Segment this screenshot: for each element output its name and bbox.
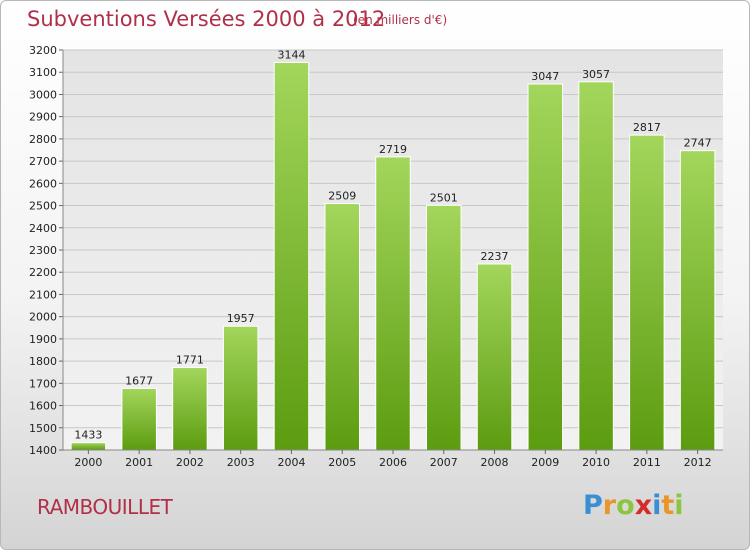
bar-2010 <box>578 81 614 451</box>
bar-2009 <box>527 83 564 451</box>
data-labels: 1433 1677 1771 1957 3144 2509 2719 2501 2237 3047… <box>74 48 711 441</box>
bar-2008 <box>476 263 513 451</box>
y-tick-label: 3100 <box>29 66 57 79</box>
bar-2002 <box>172 367 208 451</box>
chart-title: Subventions Versées 2000 à 2012 <box>27 7 386 31</box>
bar-2004 <box>273 61 310 451</box>
city-name: RAMBOUILLET <box>37 495 173 519</box>
data-label-2007: 2501 <box>430 191 458 204</box>
y-tick-label: 1700 <box>29 377 57 390</box>
data-label-2010: 3057 <box>582 68 610 81</box>
data-label-2005: 2509 <box>328 190 356 203</box>
y-axis-ticks: 1400 1500 1600 1700 1800 1900 2000 2100 2200 2300… <box>29 44 64 457</box>
x-tick-label-2005: 2005 <box>328 456 356 469</box>
data-label-2004: 3144 <box>277 48 305 61</box>
y-tick-label: 2400 <box>29 222 57 235</box>
x-tick-label-2007: 2007 <box>430 456 458 469</box>
x-tick-label-2008: 2008 <box>481 456 509 469</box>
data-label-2002: 1771 <box>176 354 204 367</box>
data-label-2006: 2719 <box>379 143 407 156</box>
y-tick-label: 2700 <box>29 155 57 168</box>
data-label-2011: 2817 <box>633 121 661 134</box>
bar-2003 <box>222 325 259 451</box>
proxiti-logo: Proxiti <box>583 490 684 521</box>
bar-2007 <box>426 204 462 451</box>
bar-2006 <box>375 156 411 451</box>
y-tick-label: 2600 <box>29 177 57 190</box>
x-tick-label-2004: 2004 <box>277 456 305 469</box>
y-tick-label: 2300 <box>29 244 57 257</box>
y-tick-label: 1500 <box>29 422 57 435</box>
bar-2001 <box>121 387 157 451</box>
x-tick-label-2011: 2011 <box>633 456 661 469</box>
x-tick-label-2001: 2001 <box>125 456 153 469</box>
x-axis-ticks: 2000 2001 2002 2003 2004 2005 2006 2007 2008 2009… <box>63 449 723 469</box>
y-tick-label: 2100 <box>29 288 57 301</box>
x-tick-label-2003: 2003 <box>227 456 255 469</box>
data-label-2012: 2747 <box>684 137 712 150</box>
x-tick-label-2000: 2000 <box>74 456 102 469</box>
bar-2011 <box>629 134 665 451</box>
data-label-2009: 3047 <box>531 70 559 83</box>
data-label-2003: 1957 <box>227 312 255 325</box>
y-tick-label: 1400 <box>29 444 57 457</box>
x-tick-label-2010: 2010 <box>582 456 610 469</box>
y-tick-label: 1900 <box>29 333 57 346</box>
y-tick-label: 2000 <box>29 311 57 324</box>
x-tick-label-2009: 2009 <box>531 456 559 469</box>
x-tick-label-2006: 2006 <box>379 456 407 469</box>
y-tick-label: 3000 <box>29 88 57 101</box>
y-tick-label: 2900 <box>29 111 57 124</box>
data-label-2008: 2237 <box>481 250 509 263</box>
y-tick-label: 1800 <box>29 355 57 368</box>
x-tick-label-2002: 2002 <box>176 456 204 469</box>
bars <box>70 61 716 451</box>
bar-2012 <box>679 150 716 451</box>
data-label-2001: 1677 <box>125 374 153 387</box>
y-tick-label: 3200 <box>29 44 57 57</box>
data-label-2000: 1433 <box>74 429 102 442</box>
y-tick-label: 1600 <box>29 400 57 413</box>
bar-2005 <box>324 203 360 451</box>
y-tick-label: 2800 <box>29 133 57 146</box>
chart-subtitle: (en milliers d'€) <box>353 13 448 27</box>
y-tick-label: 2500 <box>29 200 57 213</box>
bar-2000 <box>70 442 107 451</box>
x-tick-label-2012: 2012 <box>684 456 712 469</box>
y-tick-label: 2200 <box>29 266 57 279</box>
